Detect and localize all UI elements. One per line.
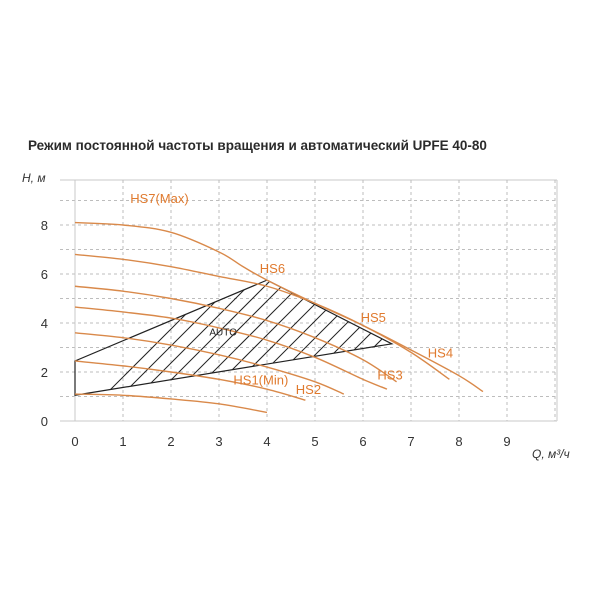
series-label-hs1-min: HS1(Min) xyxy=(233,372,288,387)
hatch-line xyxy=(75,280,392,396)
hatch-line xyxy=(495,0,600,600)
hatch-line xyxy=(512,0,600,600)
hatch-line xyxy=(75,280,392,396)
curve-hs4 xyxy=(74,306,388,390)
hatch-line xyxy=(154,280,392,396)
hatch-line xyxy=(563,0,600,600)
hatch-line xyxy=(580,0,600,600)
hatch-line xyxy=(410,0,600,600)
series-label-hs7-max: HS7(Max) xyxy=(130,191,189,206)
y-tick-label: 2 xyxy=(41,365,48,380)
hatch-line xyxy=(546,0,600,600)
y-tick-label: 0 xyxy=(41,414,48,429)
hatch-line xyxy=(75,280,392,396)
x-tick-label: 3 xyxy=(215,434,222,449)
y-tick-label: 8 xyxy=(41,218,48,233)
hatch-line xyxy=(461,0,600,600)
hatch-line xyxy=(444,0,600,600)
series-label-hs3: HS3 xyxy=(377,367,402,382)
hatch-line xyxy=(171,280,392,396)
hatch-line xyxy=(120,280,392,396)
hatch-line xyxy=(358,280,392,396)
hatch-line xyxy=(239,280,392,396)
hatch-line xyxy=(375,280,392,396)
hatch-line xyxy=(205,280,392,396)
auto-label: AUTO xyxy=(209,327,237,338)
x-tick-label: 8 xyxy=(455,434,462,449)
curves xyxy=(74,221,484,414)
y-tick-label: 6 xyxy=(41,267,48,282)
hatch-line xyxy=(75,280,392,396)
curve-hs1-min xyxy=(74,393,268,414)
hatch-line xyxy=(324,280,392,396)
series-label-hs5: HS5 xyxy=(361,310,386,325)
hatch-line xyxy=(341,280,392,396)
hatch-line xyxy=(75,280,392,396)
hatch-line xyxy=(529,0,600,600)
y-tick-label: 4 xyxy=(41,316,48,331)
x-tick-label: 5 xyxy=(311,434,318,449)
hatch-line xyxy=(75,280,392,396)
curve-hs7-max xyxy=(74,221,484,393)
x-axis-label: Q, м³/ч xyxy=(532,447,570,461)
hatch-line xyxy=(290,280,392,396)
hatch-line xyxy=(75,280,392,396)
y-axis-label: H, м xyxy=(22,171,46,185)
x-tick-label: 4 xyxy=(263,434,270,449)
chart-title: Режим постоянной частоты вращения и авто… xyxy=(28,138,487,153)
hatch-line xyxy=(273,280,392,396)
series-label-hs4: HS4 xyxy=(428,345,453,360)
x-tick-label: 7 xyxy=(407,434,414,449)
hatch-line xyxy=(427,0,600,600)
hatch-line xyxy=(137,280,392,396)
hatch-line xyxy=(478,0,600,600)
x-tick-label: 6 xyxy=(359,434,366,449)
x-tick-label: 9 xyxy=(503,434,510,449)
hatch-line xyxy=(307,280,392,396)
series-label-hs2: HS2 xyxy=(296,382,321,397)
hatch-line xyxy=(393,0,600,600)
axes: 0 1 2 3 4 5 6 7 8 9 0 2 4 6 8 H, м Q, м³/ч xyxy=(22,171,570,461)
hatch-line xyxy=(75,280,392,396)
curve-hs3 xyxy=(74,332,345,395)
curve-hs5 xyxy=(74,285,397,383)
hatch-line xyxy=(86,280,392,396)
labels: HS7(Max) HS6 HS5 HS4 HS3 HS2 HS1(Min) AUTO xyxy=(130,191,453,397)
curve-hs6 xyxy=(74,253,450,380)
series-label-hs6: HS6 xyxy=(260,261,285,276)
curve-hs2 xyxy=(74,360,306,401)
x-tick-label: 2 xyxy=(167,434,174,449)
x-tick-label: 1 xyxy=(119,434,126,449)
hatch-line xyxy=(75,280,392,396)
x-tick-label: 0 xyxy=(71,434,78,449)
